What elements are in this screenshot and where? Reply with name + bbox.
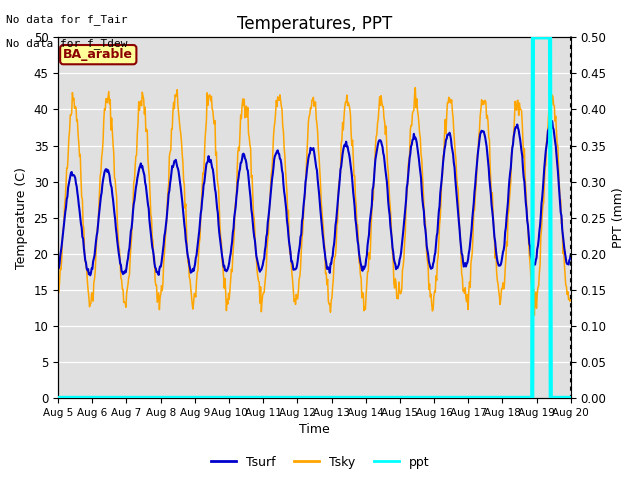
Title: Temperatures, PPT: Temperatures, PPT: [237, 15, 392, 33]
Y-axis label: PPT (mm): PPT (mm): [612, 187, 625, 248]
Text: No data for f_Tdew: No data for f_Tdew: [6, 38, 128, 49]
Y-axis label: Temperature (C): Temperature (C): [15, 167, 28, 269]
Text: No data for f_Tair: No data for f_Tair: [6, 14, 128, 25]
Text: BA_arable: BA_arable: [63, 48, 133, 61]
X-axis label: Time: Time: [299, 423, 330, 436]
Legend: Tsurf, Tsky, ppt: Tsurf, Tsky, ppt: [205, 451, 435, 474]
